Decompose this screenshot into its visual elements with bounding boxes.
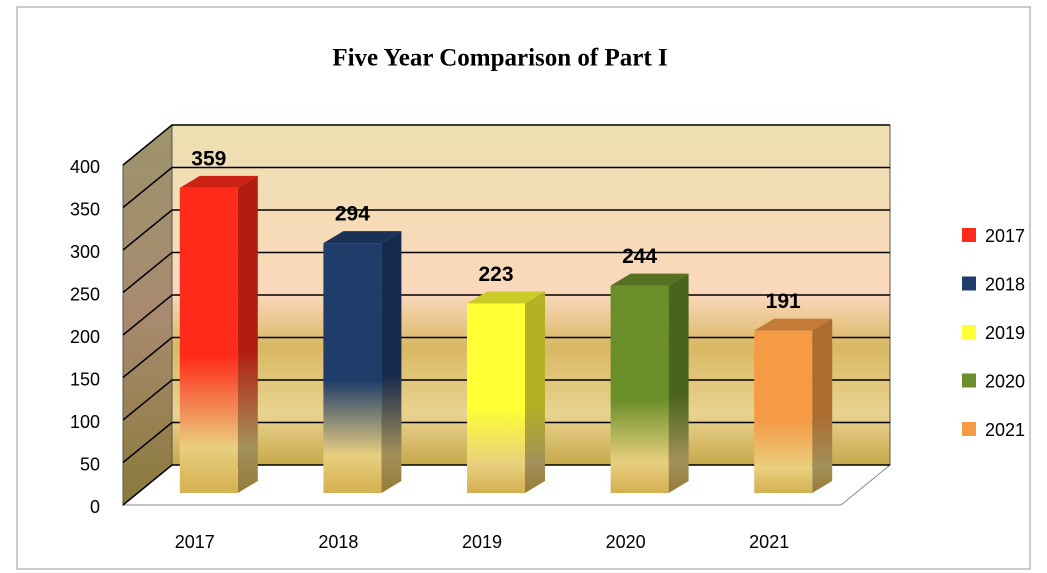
- y-tick-label: 150: [70, 369, 100, 389]
- bar-top: [610, 273, 689, 286]
- legend-label: 2021: [985, 420, 1025, 440]
- legend-swatch: [962, 373, 976, 388]
- legend-label: 2019: [985, 323, 1025, 343]
- y-tick-label: 200: [70, 327, 100, 347]
- y-tick-label: 250: [70, 284, 100, 304]
- y-tick-label: 350: [70, 199, 100, 219]
- value-label: 191: [766, 290, 801, 313]
- bar-top: [323, 231, 402, 244]
- bar-side: [381, 231, 402, 493]
- legend-swatch: [962, 422, 976, 436]
- value-label: 223: [478, 263, 513, 286]
- bar: [754, 330, 813, 493]
- y-tick-label: 0: [90, 497, 100, 517]
- grid-line: [122, 251, 890, 294]
- chart-title: Five Year Comparison of Part I: [332, 45, 667, 72]
- x-tick-label: 2021: [749, 532, 789, 552]
- value-label: 359: [191, 147, 226, 170]
- bar-top: [754, 318, 833, 331]
- value-label: 244: [622, 245, 657, 268]
- bar-side: [237, 175, 258, 493]
- bar: [467, 303, 525, 493]
- legend-swatch: [962, 276, 976, 291]
- grid-line: [122, 209, 890, 251]
- bar-side: [525, 291, 545, 493]
- bar-top: [179, 175, 258, 188]
- bar-top: [467, 291, 545, 304]
- legend-swatch: [962, 325, 976, 339]
- bar-side: [668, 273, 689, 493]
- legend-label: 2017: [985, 226, 1025, 246]
- bar-side: [812, 318, 833, 493]
- grid-line: [122, 124, 890, 166]
- legend-label: 2018: [985, 274, 1025, 294]
- y-tick-label: 50: [80, 454, 100, 474]
- x-tick-label: 2019: [462, 532, 502, 552]
- bar: [179, 187, 238, 493]
- bar: [323, 243, 382, 493]
- grid-line: [122, 166, 890, 209]
- legend-label: 2020: [985, 371, 1025, 391]
- y-tick-label: 300: [70, 242, 100, 262]
- x-tick-label: 2020: [606, 532, 646, 552]
- legend-swatch: [962, 228, 976, 242]
- y-tick-label: 100: [70, 412, 100, 432]
- y-tick-label: 400: [70, 157, 100, 177]
- value-label: 294: [335, 203, 370, 226]
- x-tick-label: 2018: [318, 532, 358, 552]
- x-tick-label: 2017: [175, 532, 215, 552]
- bar: [610, 285, 669, 493]
